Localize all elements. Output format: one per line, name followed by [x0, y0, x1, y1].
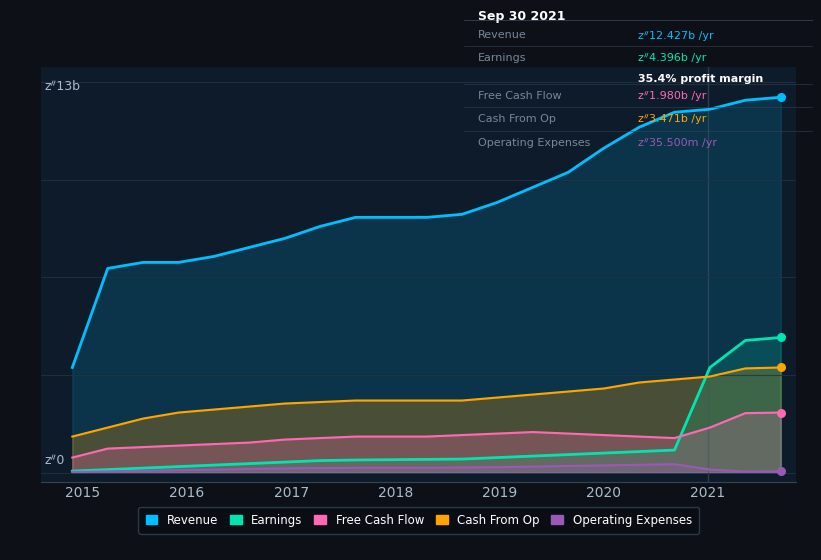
Text: Operating Expenses: Operating Expenses — [478, 138, 590, 148]
Text: Free Cash Flow: Free Cash Flow — [478, 91, 562, 101]
Text: Cash From Op: Cash From Op — [478, 114, 556, 124]
Text: zᐥ1.980b /yr: zᐥ1.980b /yr — [639, 91, 707, 101]
Text: zᐥ13b: zᐥ13b — [45, 80, 80, 92]
Legend: Revenue, Earnings, Free Cash Flow, Cash From Op, Operating Expenses: Revenue, Earnings, Free Cash Flow, Cash … — [139, 507, 699, 534]
Point — [774, 333, 787, 342]
Text: Sep 30 2021: Sep 30 2021 — [478, 10, 566, 22]
Point — [774, 363, 787, 372]
Point — [774, 93, 787, 102]
Text: zᐥ0: zᐥ0 — [45, 454, 65, 467]
Text: zᐥ35.500m /yr: zᐥ35.500m /yr — [639, 138, 718, 148]
Text: zᐥ4.396b /yr: zᐥ4.396b /yr — [639, 53, 707, 63]
Text: 35.4% profit margin: 35.4% profit margin — [639, 74, 764, 84]
Point — [774, 408, 787, 417]
Point — [774, 467, 787, 476]
Text: Revenue: Revenue — [478, 30, 526, 40]
Text: zᐥ12.427b /yr: zᐥ12.427b /yr — [639, 30, 714, 40]
Text: zᐥ3.471b /yr: zᐥ3.471b /yr — [639, 114, 707, 124]
Text: Earnings: Earnings — [478, 53, 526, 63]
